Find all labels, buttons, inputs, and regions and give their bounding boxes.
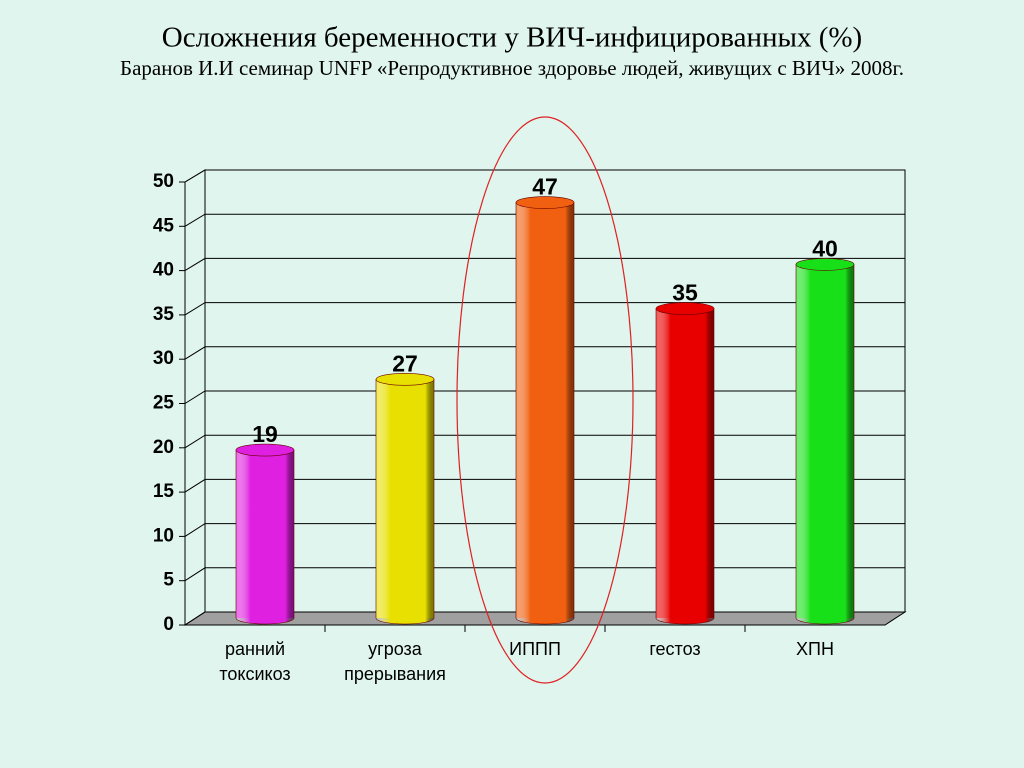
- chart-title: Осложнения беременности у ВИЧ-инфицирова…: [162, 22, 862, 54]
- y-tick-label: 40: [153, 260, 174, 281]
- grid-line: [184, 169, 905, 183]
- bar-top: [515, 196, 575, 209]
- bar: [795, 264, 855, 625]
- grid-line: [184, 213, 905, 227]
- y-tick-label: 45: [153, 215, 175, 236]
- highlight-ellipse: [456, 116, 634, 684]
- bar-top: [235, 443, 295, 457]
- chart-subtitle: Баранов И.И семинар UNFP «Репродуктивное…: [120, 56, 904, 80]
- bar-top: [655, 302, 715, 315]
- value-label: 40: [812, 235, 838, 261]
- y-tick-label: 15: [153, 481, 175, 502]
- bar: [375, 379, 435, 625]
- y-tick-label: 50: [153, 171, 174, 192]
- x-tick-label: угроза прерывания: [344, 639, 446, 684]
- grid-line: [184, 302, 905, 316]
- y-tick-label: 25: [153, 393, 175, 414]
- value-label: 47: [532, 174, 558, 200]
- y-tick-label: 5: [163, 570, 174, 591]
- y-tick-label: 30: [153, 348, 174, 369]
- bar-top: [375, 373, 435, 386]
- value-label: 35: [672, 280, 698, 306]
- x-tick-label: ИППП: [509, 639, 561, 659]
- y-tick-label: 20: [153, 437, 174, 458]
- value-label: 27: [392, 350, 418, 376]
- grid-line: [184, 257, 905, 272]
- bar: [515, 202, 575, 625]
- y-tick-label: 35: [153, 304, 175, 325]
- bar: [655, 308, 715, 625]
- x-tick-label: гестоз: [649, 639, 700, 659]
- y-tick-label: 10: [153, 525, 174, 546]
- x-tick-label: ранний токсикоз: [219, 639, 290, 684]
- value-label: 19: [252, 421, 278, 447]
- bar: [235, 449, 295, 625]
- x-tick-label: ХПН: [796, 639, 834, 659]
- bar-top: [795, 258, 855, 271]
- y-tick-label: 0: [163, 614, 174, 635]
